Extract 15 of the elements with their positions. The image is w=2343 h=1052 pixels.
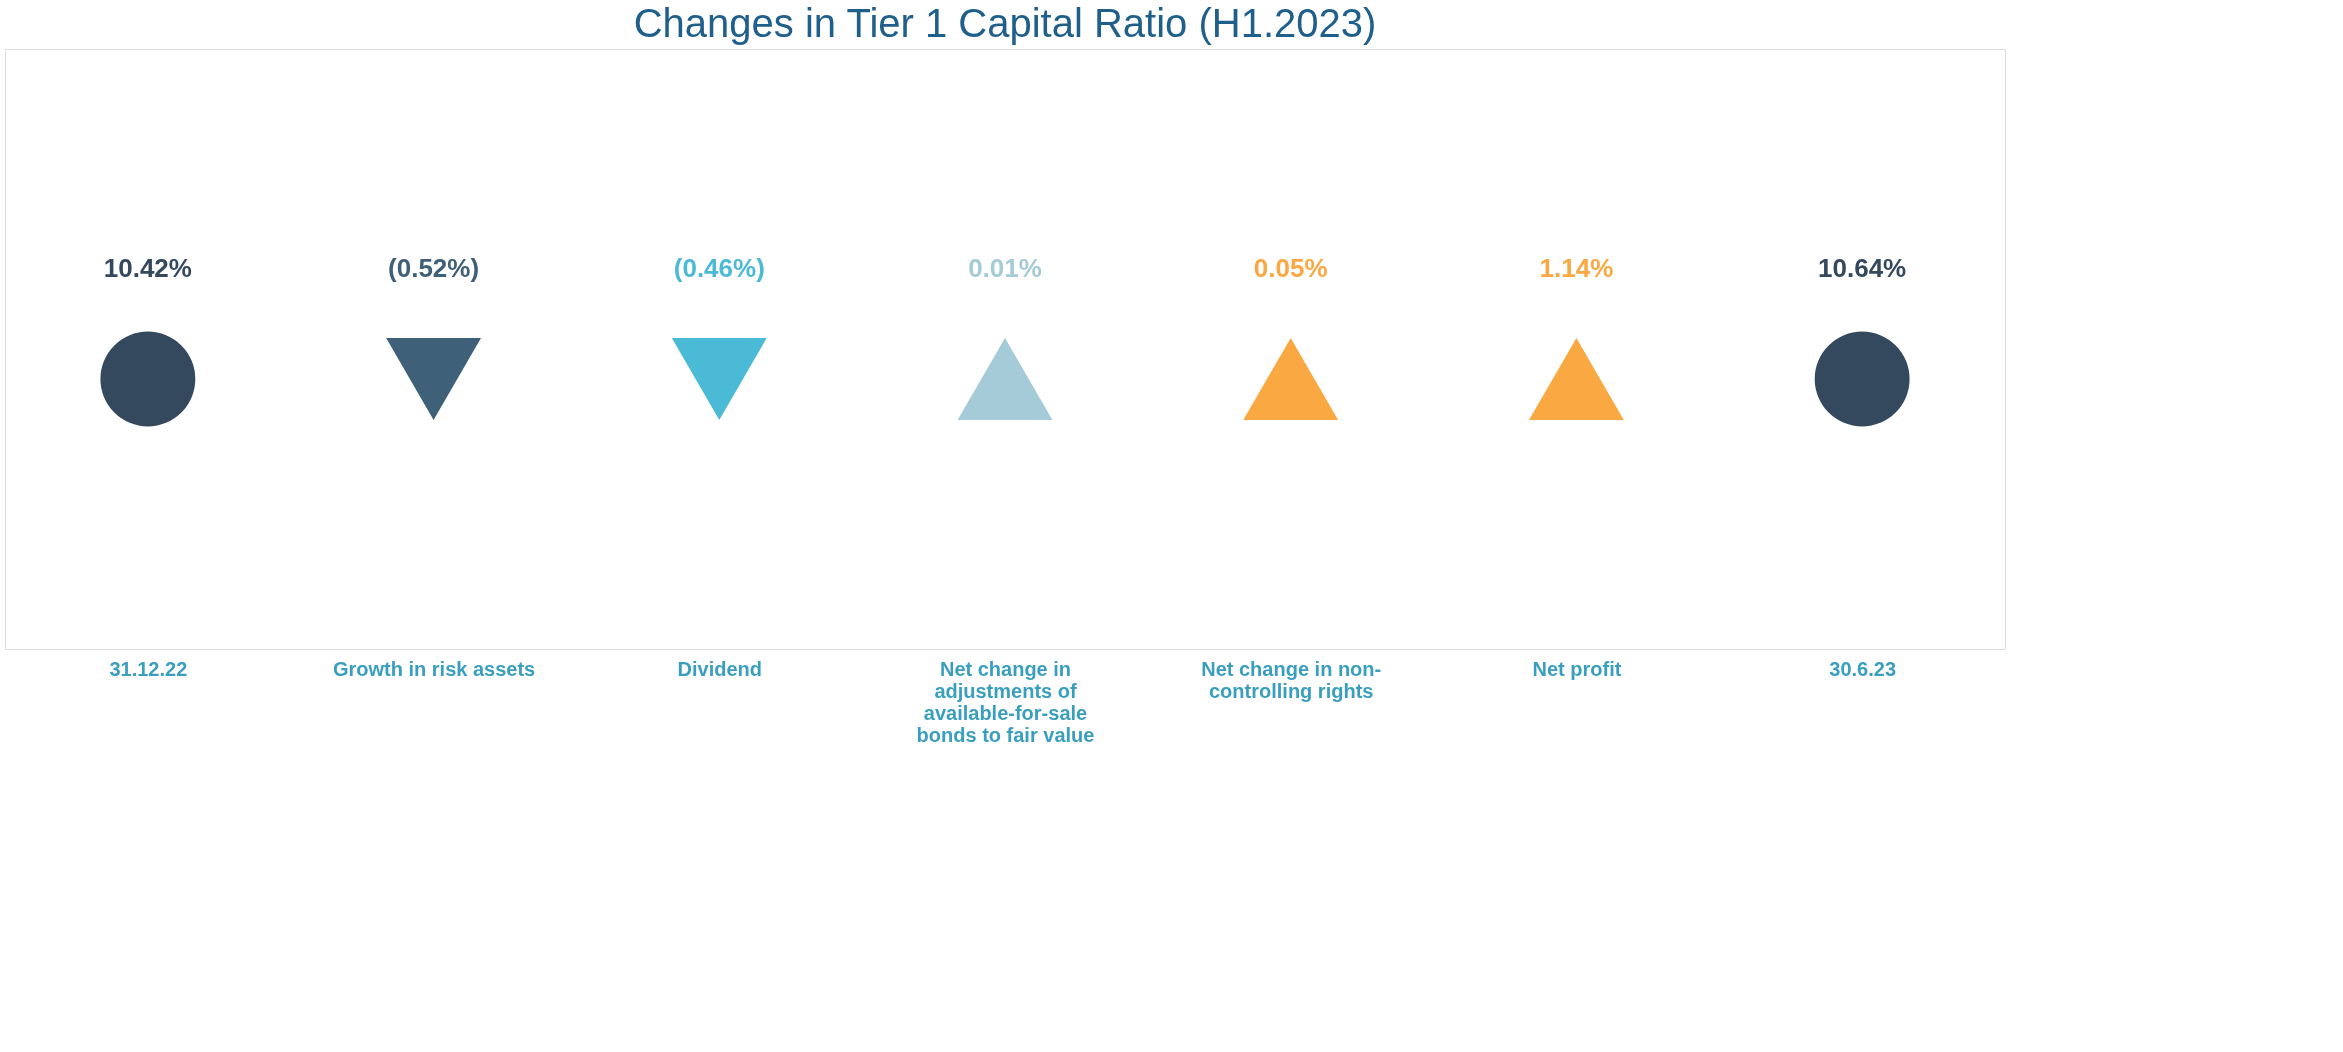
data-label: 10.42% bbox=[103, 253, 192, 283]
text: Changes in Tier 1 Capital Ratio (H1.2023) bbox=[633, 1, 1377, 45]
category-label: Net change in non-controlling rights bbox=[1201, 657, 1382, 702]
category-label: Net change in adjustments of available-for-sale bonds to fair value bbox=[916, 657, 1095, 746]
data-label: 1.14% bbox=[1539, 253, 1614, 283]
data-label: 0.05% bbox=[1253, 253, 1328, 283]
data-label: (0.46%) bbox=[673, 253, 765, 283]
category-label: 31.12.22 bbox=[109, 657, 188, 680]
data-label: 0.01% bbox=[968, 253, 1042, 283]
category-label: Net profit bbox=[1532, 657, 1622, 680]
category-label: Growth in risk assets bbox=[332, 657, 536, 680]
category-label: Dividend bbox=[677, 657, 763, 680]
data-label: (0.52%) bbox=[388, 253, 480, 283]
category-label: 30.6.23 bbox=[1829, 657, 1897, 680]
data-label: 10.64% bbox=[1818, 253, 1907, 283]
